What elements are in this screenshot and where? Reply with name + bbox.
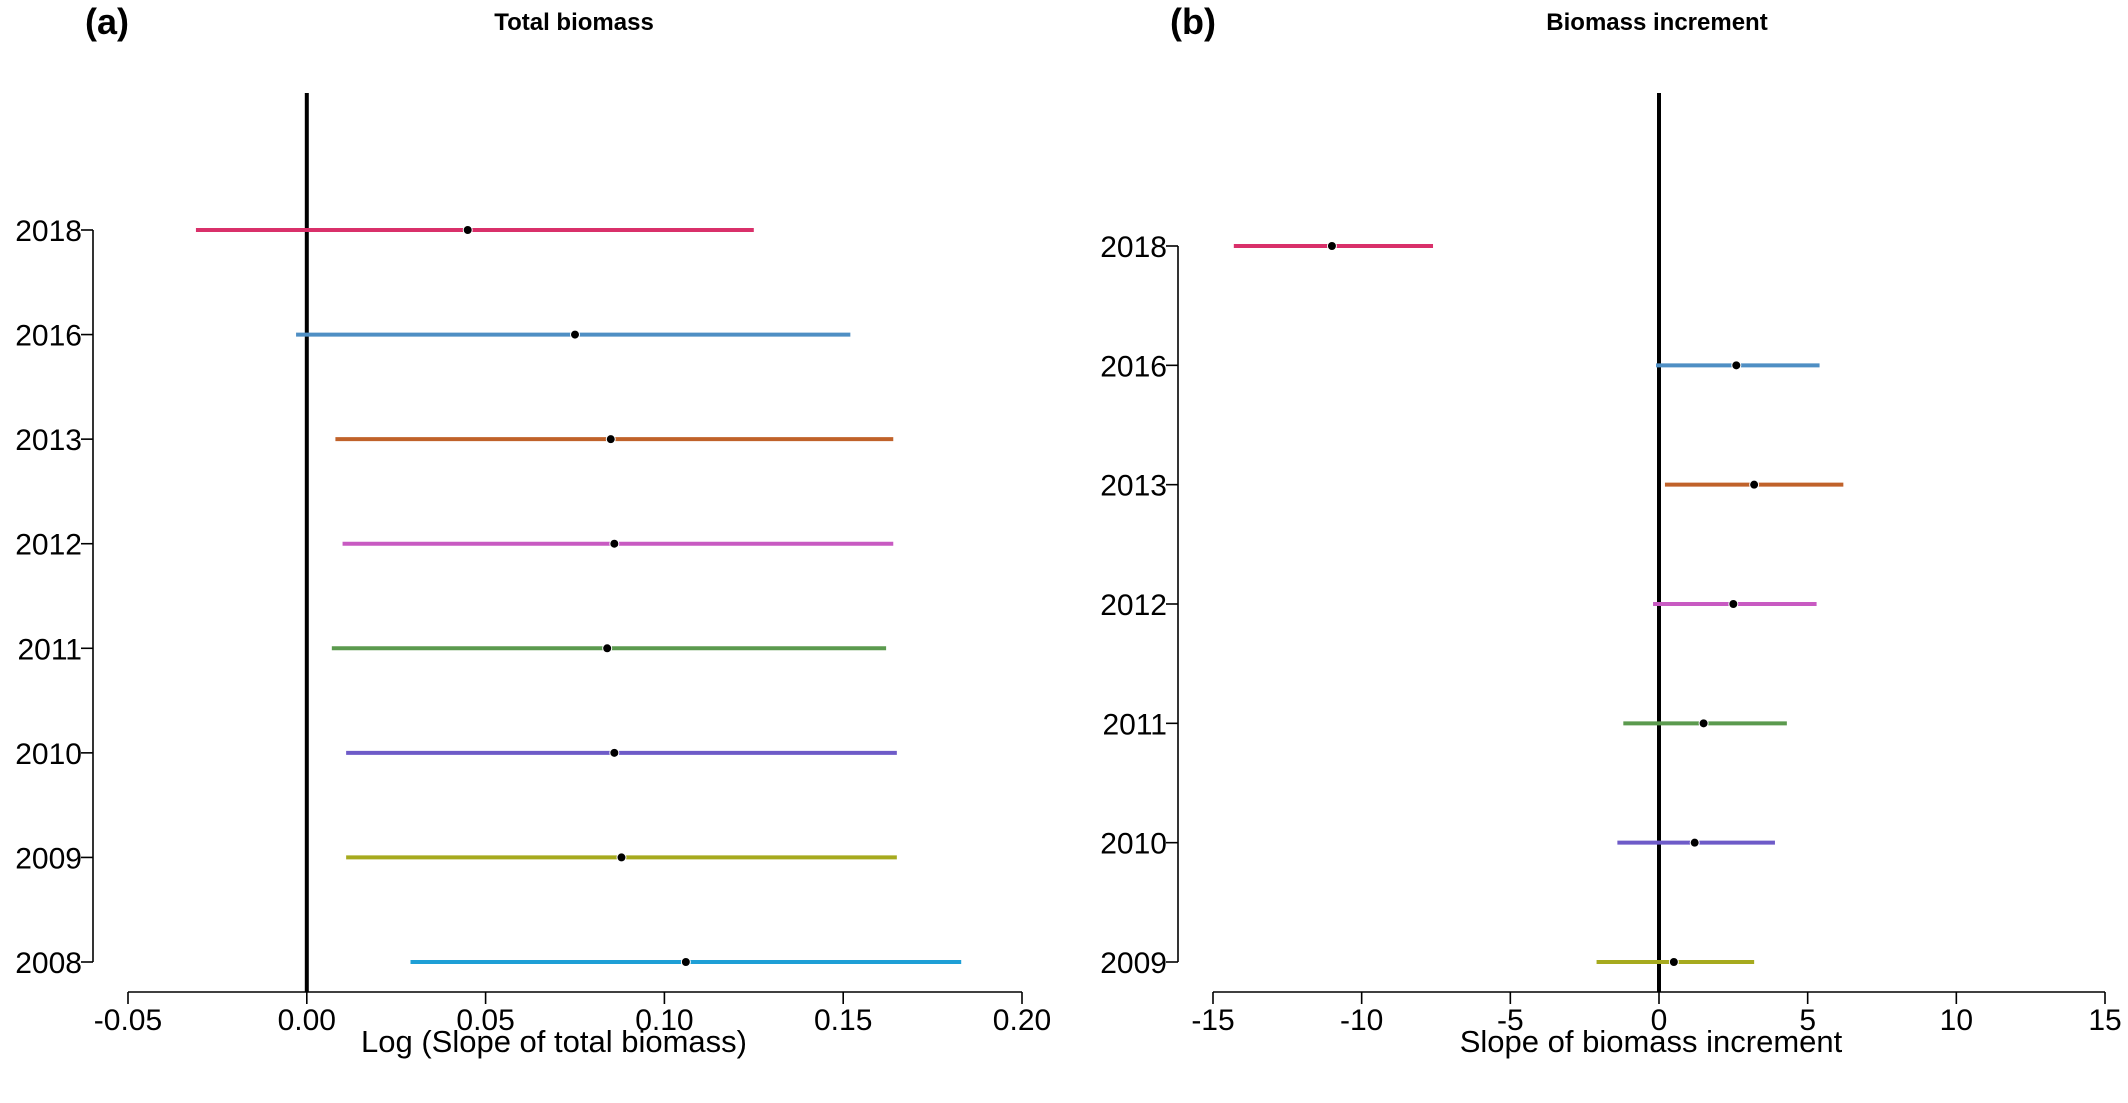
panel-a-total-biomass: (a) Total biomass Log (Slope of total bi… <box>15 1 1051 1059</box>
panel-a-y-tick-label-2013: 2013 <box>15 424 82 457</box>
panel-a-marks: -0.05 0.00 0.05 0.10 0.15 0.20 2008 2009 2010 201… <box>15 93 1051 1037</box>
panel-b-estimate-2011 <box>1698 718 1709 729</box>
panel-a-x-tick-label: 0.20 <box>993 1004 1051 1037</box>
panel-a-y-tick-label-2008: 2008 <box>15 947 82 980</box>
panel-b-marks: -15 -10 -5 0 5 10 15 2009 2010 2011 2012 2013 2016 20… <box>1100 93 2122 1037</box>
panel-a-estimate-2010 <box>609 747 620 758</box>
panel-b-estimate-2010 <box>1689 837 1700 848</box>
panel-a-letter: (a) <box>85 1 129 42</box>
panel-b-x-tick-label: 5 <box>1799 1004 1816 1037</box>
panel-b-x-tick-label: -15 <box>1191 1004 1234 1037</box>
panel-b-x-tick-label: -10 <box>1340 1004 1383 1037</box>
panel-b-estimate-2016 <box>1731 360 1742 371</box>
panel-b-y-tick-label-2010: 2010 <box>1100 828 1167 861</box>
panel-a-x-tick-label: 0.05 <box>456 1004 514 1037</box>
panel-a-estimate-2018 <box>462 225 473 235</box>
panel-b-y-tick-label-2018: 2018 <box>1100 231 1167 264</box>
panel-a-y-tick-label-2009: 2009 <box>15 842 82 875</box>
panel-b-estimate-2018 <box>1326 241 1337 251</box>
panel-a-x-tick-label: 0.10 <box>635 1004 693 1037</box>
panel-b-letter: (b) <box>1170 1 1216 42</box>
panel-b-y-tick-label-2016: 2016 <box>1100 350 1167 383</box>
panel-a-y-tick-label-2016: 2016 <box>15 320 82 353</box>
panel-a-y-tick-label-2010: 2010 <box>15 738 82 771</box>
panel-a-x-axis-label: Log (Slope of total biomass) <box>361 1024 747 1059</box>
panel-b-title: Biomass increment <box>1546 9 1767 36</box>
panel-b-y-tick-label-2013: 2013 <box>1100 470 1167 503</box>
panel-a-title: Total biomass <box>494 9 654 36</box>
panel-b-x-axis-label: Slope of biomass increment <box>1460 1024 1843 1059</box>
panel-a-x-tick-label: -0.05 <box>94 1004 162 1037</box>
panel-a-estimate-2012 <box>609 538 620 549</box>
panel-b-x-tick-label: 0 <box>1651 1004 1668 1037</box>
panel-b-estimate-2013 <box>1749 479 1760 490</box>
panel-a-estimate-2016 <box>570 329 580 340</box>
panel-b-y-tick-label-2009: 2009 <box>1100 947 1167 980</box>
panel-a-estimate-2013 <box>605 434 616 445</box>
panel-b-y-tick-label-2011: 2011 <box>1102 708 1167 741</box>
panel-b-y-tick-label-2012: 2012 <box>1100 589 1167 622</box>
panel-b-estimate-2012 <box>1728 599 1739 609</box>
panel-a-x-tick-label: 0.00 <box>278 1004 336 1037</box>
panel-a-estimate-2011 <box>602 643 613 654</box>
panel-a-estimate-2008 <box>680 957 691 967</box>
panel-b-x-tick-label: 15 <box>2088 1004 2121 1037</box>
panel-b-biomass-increment: (b) Biomass increment Slope of biomass i… <box>1100 1 2121 1059</box>
panel-a-y-tick-label-2018: 2018 <box>15 215 82 248</box>
panel-a-x-tick-label: 0.15 <box>814 1004 872 1037</box>
panel-b-estimate-2009 <box>1668 957 1679 967</box>
panel-a-y-tick-label-2012: 2012 <box>15 529 82 562</box>
panel-b-x-tick-label: -5 <box>1497 1004 1524 1037</box>
panel-a-y-tick-label-2011: 2011 <box>17 633 82 666</box>
panel-a-estimate-2009 <box>616 852 627 863</box>
panel-b-x-tick-label: 10 <box>1940 1004 1973 1037</box>
